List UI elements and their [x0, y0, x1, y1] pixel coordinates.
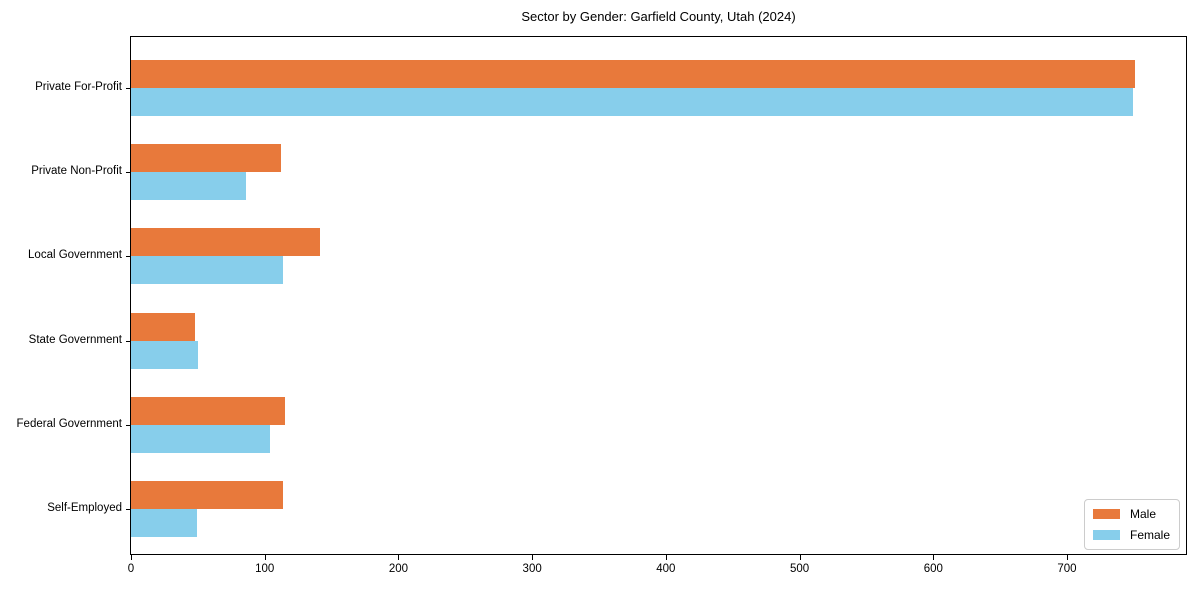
bar-female-private-non-profit [131, 172, 246, 201]
ytick-mark [126, 424, 130, 426]
xtick-mark [131, 555, 132, 560]
ytick-mark [126, 88, 130, 89]
bar-male-private-non-profit [131, 144, 281, 173]
bar-male-state-government [131, 312, 196, 341]
plot-area: Male Female [130, 36, 1187, 555]
xtick-label-300: 300 [522, 563, 542, 575]
xtick-label-700: 700 [1057, 563, 1077, 575]
legend-entry-female: Female [1092, 528, 1170, 542]
ytick-label-local-government: Local Government [28, 249, 122, 262]
legend-label-male: Male [1129, 507, 1156, 521]
xtick-label-500: 500 [789, 563, 810, 575]
bar-male-federal-government [131, 396, 285, 425]
xtick-mark [532, 555, 534, 560]
bar-female-self-employed [131, 509, 197, 537]
bar-female-federal-government [131, 424, 271, 453]
xtick-label-0: 0 [127, 563, 135, 575]
legend-entry-male: Male [1092, 507, 1170, 521]
ytick-label-self-employed: Self-Employed [47, 502, 122, 514]
legend: Male Female [1083, 499, 1180, 550]
ytick-label-state-government: State Government [28, 333, 122, 346]
bar-female-state-government [131, 340, 198, 369]
ytick-label-federal-government: Federal Government [16, 417, 122, 430]
bar-male-private-for-profit [131, 60, 1136, 88]
xtick-mark [933, 555, 935, 560]
ytick-mark [126, 256, 130, 258]
bar-male-self-employed [131, 481, 284, 509]
ytick-label-private-for-profit: Private For-Profit [35, 81, 122, 93]
legend-swatch-female [1092, 530, 1120, 540]
xtick-mark [665, 555, 667, 560]
bar-female-local-government [131, 256, 284, 285]
xtick-label-200: 200 [388, 563, 409, 575]
xtick-label-600: 600 [923, 563, 943, 575]
ytick-mark [126, 172, 130, 174]
ytick-mark [126, 509, 130, 510]
xtick-mark [398, 555, 400, 560]
bar-male-local-government [131, 228, 320, 257]
ytick-label-private-non-profit: Private Non-Profit [31, 165, 122, 178]
bar-female-private-for-profit [131, 88, 1133, 116]
xtick-mark [799, 555, 801, 560]
xtick-label-400: 400 [656, 563, 676, 575]
ytick-mark [126, 340, 130, 342]
legend-swatch-male [1092, 509, 1120, 519]
xtick-mark [1066, 555, 1068, 560]
xtick-label-100: 100 [255, 563, 275, 575]
xtick-mark [264, 555, 266, 560]
legend-label-female: Female [1129, 528, 1170, 542]
chart-title: Sector by Gender: Garfield County, Utah … [521, 9, 796, 24]
